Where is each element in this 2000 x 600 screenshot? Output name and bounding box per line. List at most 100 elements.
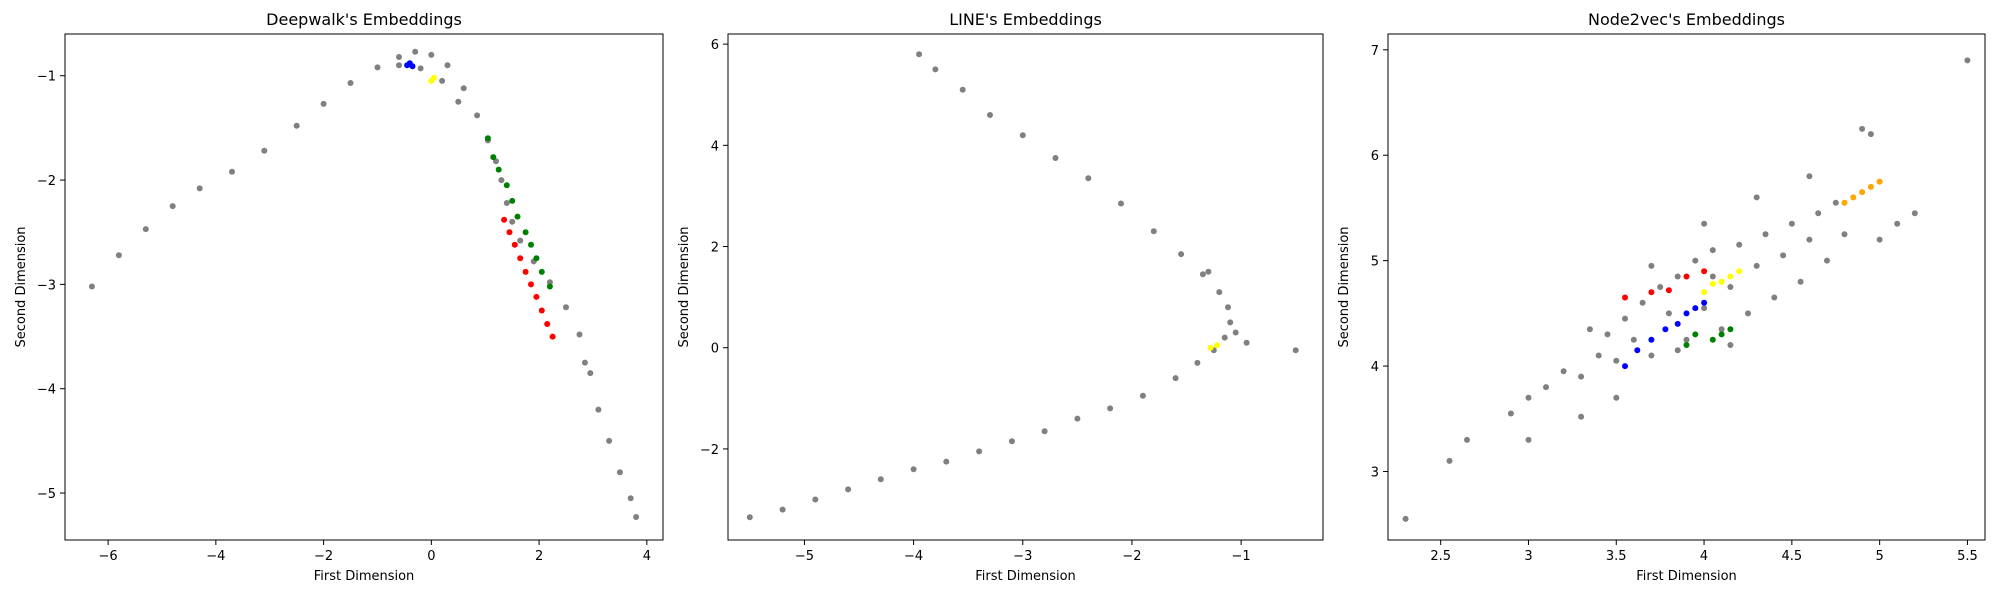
deepwalk-point-gray-28 [595,406,602,413]
node2vec-point-gray-12 [1622,315,1628,322]
deepwalk-point-green-7 [528,241,534,248]
deepwalk-point-red-9 [549,333,556,340]
node2vec-point-gray-30 [1780,252,1787,259]
node2vec-point-yellow-2 [1718,278,1725,285]
node2vec-point-yellow-1 [1709,280,1716,287]
node2vec-point-red-3 [1683,273,1690,280]
node2vec-xtick-label-6: 5.5 [1957,549,1978,564]
line-xtick-label-4: −1 [1232,549,1251,564]
deepwalk-point-green-3 [503,182,510,189]
deepwalk-point-gray-7 [293,122,300,129]
node2vec-point-gray-24 [1727,284,1734,290]
node2vec-point-green-0 [1683,342,1690,348]
deepwalk-point-gray-16 [474,112,481,119]
node2vec-point-gray-40 [1876,236,1883,243]
node2vec-point-gray-44 [1613,394,1620,401]
node2vec-point-red-1 [1648,289,1655,296]
node2vec-point-green-3 [1718,331,1725,338]
deepwalk-point-gray-27 [587,370,594,377]
line-point-gray-1 [779,506,786,513]
line-point-gray-0 [746,514,753,521]
line-point-gray-7 [976,448,983,455]
deepwalk-point-gray-36 [455,98,462,105]
deepwalk-point-gray-19 [498,177,505,184]
deepwalk-panel: −6 −4 −2 0 2 4 −5 −4 −3 −2 −1 Deepwalk's Embeddings… [14,10,664,584]
node2vec-point-gray-32 [1797,278,1804,285]
node2vec-point-gray-21 [1701,305,1708,312]
deepwalk-ytick-label-2: −3 [37,278,56,293]
line-point-gray-16 [1221,334,1228,341]
deepwalk-point-red-8 [544,321,551,327]
node2vec-point-gray-11 [1613,357,1620,364]
node2vec-point-gray-36 [1832,199,1839,206]
node2vec-ytick-label-3: 6 [1371,149,1379,164]
node2vec-panel: 2.5 3 3.5 4 4.5 5 5.5 3 4 5 6 7 Node2vec's Embedding… [1337,10,1986,584]
node2vec-point-yellow-3 [1727,273,1734,280]
line-point-gray-31 [1292,347,1299,354]
line-y-axis-label: Second Dimension [677,226,692,347]
node2vec-point-gray-0 [1402,515,1409,522]
deepwalk-point-yellow-1 [431,74,437,81]
deepwalk-point-gray-2 [142,226,149,233]
node2vec-point-orange-0 [1841,199,1848,206]
line-ytick-label-3: 4 [711,139,719,154]
node2vec-point-gray-13 [1630,336,1637,343]
line-point-gray-9 [1041,428,1048,435]
deepwalk-point-gray-4 [196,185,203,192]
node2vec-points [1402,57,1971,522]
line-point-gray-5 [910,466,917,473]
line-point-gray-13 [1172,375,1179,382]
node2vec-point-gray-18 [1674,273,1681,280]
deepwalk-point-gray-12 [412,48,419,55]
line-panel: −5 −4 −3 −2 −1 −2 0 2 4 6 LINE's Embeddings First D… [677,10,1324,584]
deepwalk-point-gray-15 [460,85,467,92]
line-point-gray-23 [1118,200,1124,207]
deepwalk-x-axis-label: First Dimension [314,569,415,584]
deepwalk-xtick-label-2: −2 [314,549,333,564]
node2vec-point-gray-5 [1543,384,1549,391]
node2vec-point-gray-52 [1701,220,1708,227]
node2vec-point-gray-16 [1657,284,1664,290]
deepwalk-point-gray-9 [347,80,354,86]
node2vec-point-gray-8 [1578,413,1585,420]
node2vec-point-gray-7 [1578,373,1585,380]
line-point-gray-20 [1199,271,1206,278]
deepwalk-point-gray-21 [509,218,516,225]
node2vec-point-blue-5 [1683,310,1690,317]
deepwalk-point-green-9 [538,268,545,275]
line-point-gray-11 [1107,405,1114,412]
node2vec-point-gray-26 [1745,310,1751,317]
node2vec-point-orange-2 [1859,189,1866,196]
node2vec-point-gray-38 [1859,125,1866,132]
deepwalk-point-red-2 [511,241,518,248]
node2vec-point-blue-1 [1634,347,1641,354]
node2vec-point-gray-27 [1753,262,1760,269]
node2vec-point-gray-1 [1446,457,1453,464]
node2vec-point-red-4 [1701,268,1708,275]
deepwalk-point-green-8 [533,255,540,262]
node2vec-point-green-4 [1727,326,1734,333]
node2vec-point-gray-17 [1665,310,1672,317]
deepwalk-point-red-0 [501,216,508,223]
node2vec-point-gray-33 [1806,236,1813,243]
line-x-axis-label: First Dimension [975,569,1076,584]
deepwalk-axes-frame [64,33,664,541]
deepwalk-point-gray-6 [261,147,268,154]
line-point-gray-25 [1052,155,1059,161]
node2vec-point-gray-10 [1604,331,1611,338]
line-point-yellow-1 [1214,342,1221,349]
deepwalk-point-green-10 [546,283,553,290]
node2vec-point-orange-4 [1876,178,1883,185]
line-xtick-label-1: −4 [904,549,923,564]
node2vec-point-gray-31 [1788,220,1795,227]
line-point-gray-8 [1008,438,1015,445]
line-xtick-label-0: −5 [795,549,814,564]
line-point-gray-2 [812,496,819,503]
line-point-gray-6 [943,458,950,465]
deepwalk-point-blue-2 [409,63,416,70]
line-point-gray-14 [1194,359,1201,366]
line-point-gray-21 [1178,251,1185,258]
node2vec-point-gray-42 [1911,210,1918,217]
line-chart-title: LINE's Embeddings [949,10,1102,29]
node2vec-ytick-label-0: 3 [1371,465,1379,480]
